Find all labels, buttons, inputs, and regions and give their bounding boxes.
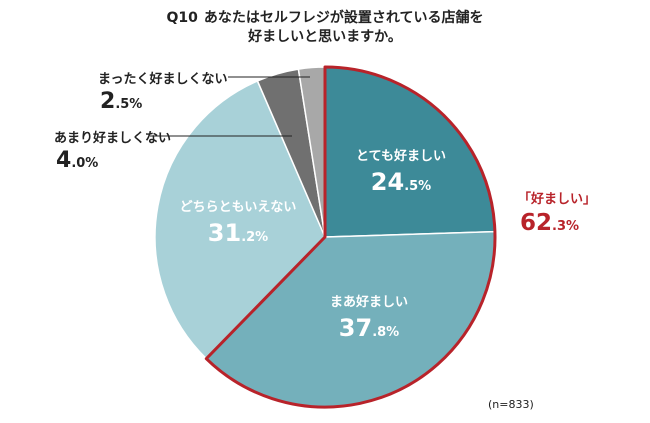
- slice-1-value: 24.5%: [371, 168, 431, 196]
- title-line-1: Q10 あなたはセルフレジが設置されている店舗を: [0, 9, 650, 28]
- slice-5-label: まったく好ましくない: [98, 71, 227, 87]
- slice-1-label: とても好ましい: [356, 148, 446, 164]
- slice-2-label: まあ好ましい: [330, 294, 408, 310]
- slice-4-label: あまり好ましくない: [54, 130, 171, 146]
- title-line-2: 好ましいと思いますか。: [248, 29, 402, 45]
- pie-slice-3: [154, 79, 326, 360]
- chart-title: Q10 あなたはセルフレジが設置されている店舗を 好ましいと思いますか。: [0, 9, 650, 47]
- sample-size-note: (n=833): [488, 398, 534, 411]
- title-text-1: あなたはセルフレジが設置されている店舗を: [203, 10, 484, 26]
- highlight-outline: [204, 65, 497, 409]
- slice-3-label: どちらともいえない: [180, 200, 297, 215]
- highlight-value: 62.3%: [520, 210, 579, 236]
- slice-3-value: 31.2%: [208, 219, 268, 247]
- highlight-label: 「好ましい」: [518, 191, 596, 207]
- question-number: Q10: [166, 10, 198, 26]
- slice-2-value: 37.8%: [339, 314, 399, 342]
- slice-5-value: 2.5%: [100, 89, 142, 114]
- slice-4-value: 4.0%: [56, 148, 98, 173]
